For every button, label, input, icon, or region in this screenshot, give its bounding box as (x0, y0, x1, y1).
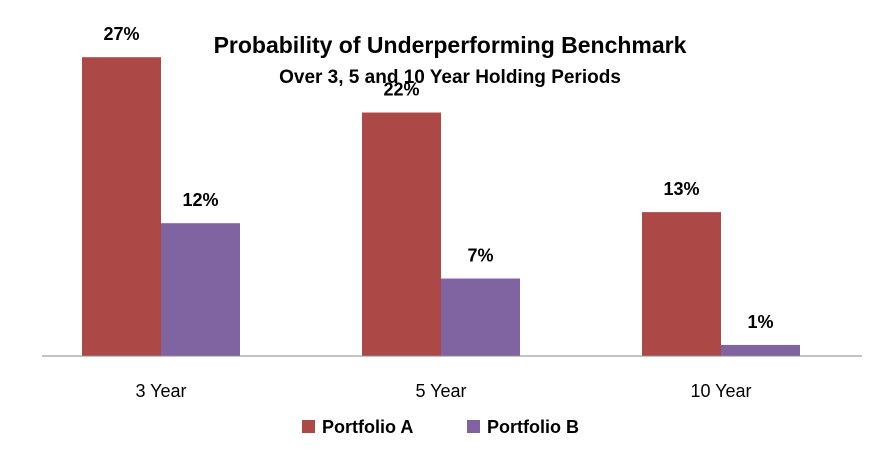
legend-swatch (467, 420, 480, 433)
bar-portfolio-a-3-year (82, 57, 161, 356)
chart-title: Probability of Underperforming Benchmark (214, 32, 687, 58)
bar-portfolio-b-5-year (441, 278, 520, 356)
data-label: 7% (467, 246, 493, 266)
x-tick-label: 3 Year (135, 381, 186, 401)
data-label: 27% (103, 24, 139, 44)
x-tick-label: 10 Year (690, 381, 751, 401)
bar-portfolio-b-10-year (721, 344, 800, 356)
plot-area: 27% 12% 3 Year 22% 7% 5 Year 13% 1% 10 Year (82, 24, 800, 401)
legend-label: Portfolio B (487, 417, 579, 437)
data-label: 1% (747, 312, 773, 332)
legend: Portfolio A Portfolio B (302, 417, 579, 437)
bar-portfolio-a-10-year (642, 212, 721, 356)
data-label: 12% (182, 190, 218, 210)
chart-subtitle: Over 3, 5 and 10 Year Holding Periods (279, 67, 621, 88)
data-label: 22% (383, 80, 419, 100)
data-label: 13% (663, 179, 699, 199)
x-tick-label: 5 Year (415, 381, 466, 401)
legend-label: Portfolio A (322, 417, 413, 437)
legend-swatch (302, 420, 315, 433)
bar-portfolio-a-5-year (362, 112, 441, 357)
bar-portfolio-b-3-year (161, 223, 240, 356)
